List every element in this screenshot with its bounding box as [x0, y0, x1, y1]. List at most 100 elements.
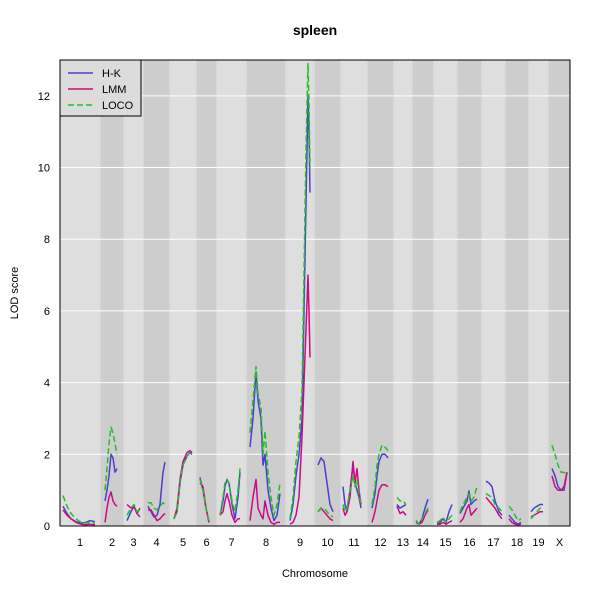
y-tick-label: 4 [44, 378, 50, 390]
x-tick-label-1: 1 [77, 537, 83, 549]
series-line [199, 479, 210, 521]
x-tick-label-18: 18 [511, 537, 523, 549]
x-tick-label-16: 16 [463, 537, 475, 549]
x-tick-label-19: 19 [532, 537, 544, 549]
series-line [530, 503, 543, 513]
series-line [148, 509, 166, 522]
x-axis-label: Chromosome [282, 568, 348, 580]
series-line [342, 475, 362, 513]
series-line [508, 505, 522, 522]
chromosome-band-14 [412, 60, 434, 526]
legend-label-loco: LOCO [102, 100, 134, 112]
series-line [148, 501, 166, 511]
series-line [62, 509, 96, 526]
series-line [396, 496, 407, 505]
x-tick-label-9: 9 [297, 537, 303, 549]
series-lines [62, 62, 568, 526]
chromosome-band-6 [196, 60, 217, 526]
series-line [249, 365, 281, 516]
y-tick-label: 8 [44, 234, 50, 246]
x-tick-label-7: 7 [228, 537, 234, 549]
series-line [173, 451, 192, 520]
series-line [219, 492, 240, 524]
chromosome-band-11 [340, 60, 368, 526]
x-tick-label-13: 13 [397, 537, 409, 549]
y-axis-label: LOD score [9, 267, 21, 320]
x-tick-label-14: 14 [417, 537, 429, 549]
x-tick-label-15: 15 [439, 537, 451, 549]
series-line [62, 505, 96, 524]
y-tick-label: 2 [44, 449, 50, 461]
series-line [249, 478, 280, 525]
chromosome-band-19 [528, 60, 549, 526]
series-line [437, 519, 453, 525]
chromosome-bands [60, 60, 570, 526]
chromosome-band-4 [143, 60, 170, 526]
series-line [342, 460, 362, 516]
chromosome-band-18 [505, 60, 529, 526]
series-line [317, 457, 334, 512]
series-line [485, 493, 503, 513]
series-line [104, 453, 118, 502]
x-tick-label-6: 6 [203, 537, 209, 549]
series-line [436, 514, 453, 524]
legend-label-h-k: H-K [102, 68, 122, 80]
series-line [485, 496, 503, 520]
plot-frame [59, 59, 571, 527]
series-line [249, 371, 281, 522]
x-tick-label-11: 11 [348, 537, 359, 549]
series-line [104, 491, 118, 523]
series-line [551, 445, 568, 477]
series-line [126, 503, 141, 516]
series-line [219, 468, 241, 516]
chromosome-band-8 [246, 60, 286, 526]
x-tick-label-5: 5 [180, 537, 186, 549]
x-tick-label-10: 10 [321, 537, 333, 549]
series-line [289, 62, 311, 519]
series-line [371, 453, 389, 509]
series-line [317, 507, 334, 518]
chromosome-band-13 [393, 60, 413, 526]
series-line [459, 486, 478, 512]
series-line [62, 495, 96, 524]
chromosome-band-5 [169, 60, 197, 526]
series-loco [62, 62, 568, 525]
series-line [508, 514, 522, 525]
y-axis: 0 2 4 6 8 10 12 [38, 91, 50, 533]
x-tick-label-8: 8 [263, 537, 269, 549]
series-line [551, 468, 568, 491]
chromosome-band-2 [100, 60, 124, 526]
series-line [459, 503, 478, 523]
legend-label-lmm: LMM [102, 84, 126, 96]
chromosome-band-17 [481, 60, 506, 526]
chromosome-band-10 [314, 60, 341, 526]
series-line [415, 507, 429, 525]
chromosome-band-15 [433, 60, 458, 526]
series-line [371, 444, 389, 505]
series-line [104, 426, 118, 491]
chromosome-band-7 [216, 60, 247, 526]
series-line [396, 506, 407, 516]
chromosome-band-X [548, 60, 570, 526]
legend-box [59, 59, 142, 117]
x-tick-label-3: 3 [130, 537, 136, 549]
series-line [396, 503, 407, 509]
chromosome-band-1 [60, 60, 101, 526]
x-tick-label-17: 17 [487, 537, 499, 549]
chromosome-band-16 [457, 60, 482, 526]
series-line [147, 462, 166, 518]
x-tick-label-X: X [556, 537, 564, 549]
series-line [530, 507, 543, 520]
series-line [508, 518, 522, 526]
legend: H-K LMM LOCO [59, 59, 142, 117]
series-line [289, 274, 311, 525]
chart-title: spleen [293, 22, 337, 38]
series-line [459, 490, 478, 514]
series-line [551, 472, 568, 491]
series-line [371, 484, 389, 523]
x-axis: 1 2 3 4 5 6 7 8 9 10 11 12 13 14 15 16 17 18 19 X [77, 537, 564, 549]
y-tick-label: 0 [44, 521, 50, 533]
x-tick-label-4: 4 [153, 537, 159, 549]
series-line [485, 480, 503, 516]
